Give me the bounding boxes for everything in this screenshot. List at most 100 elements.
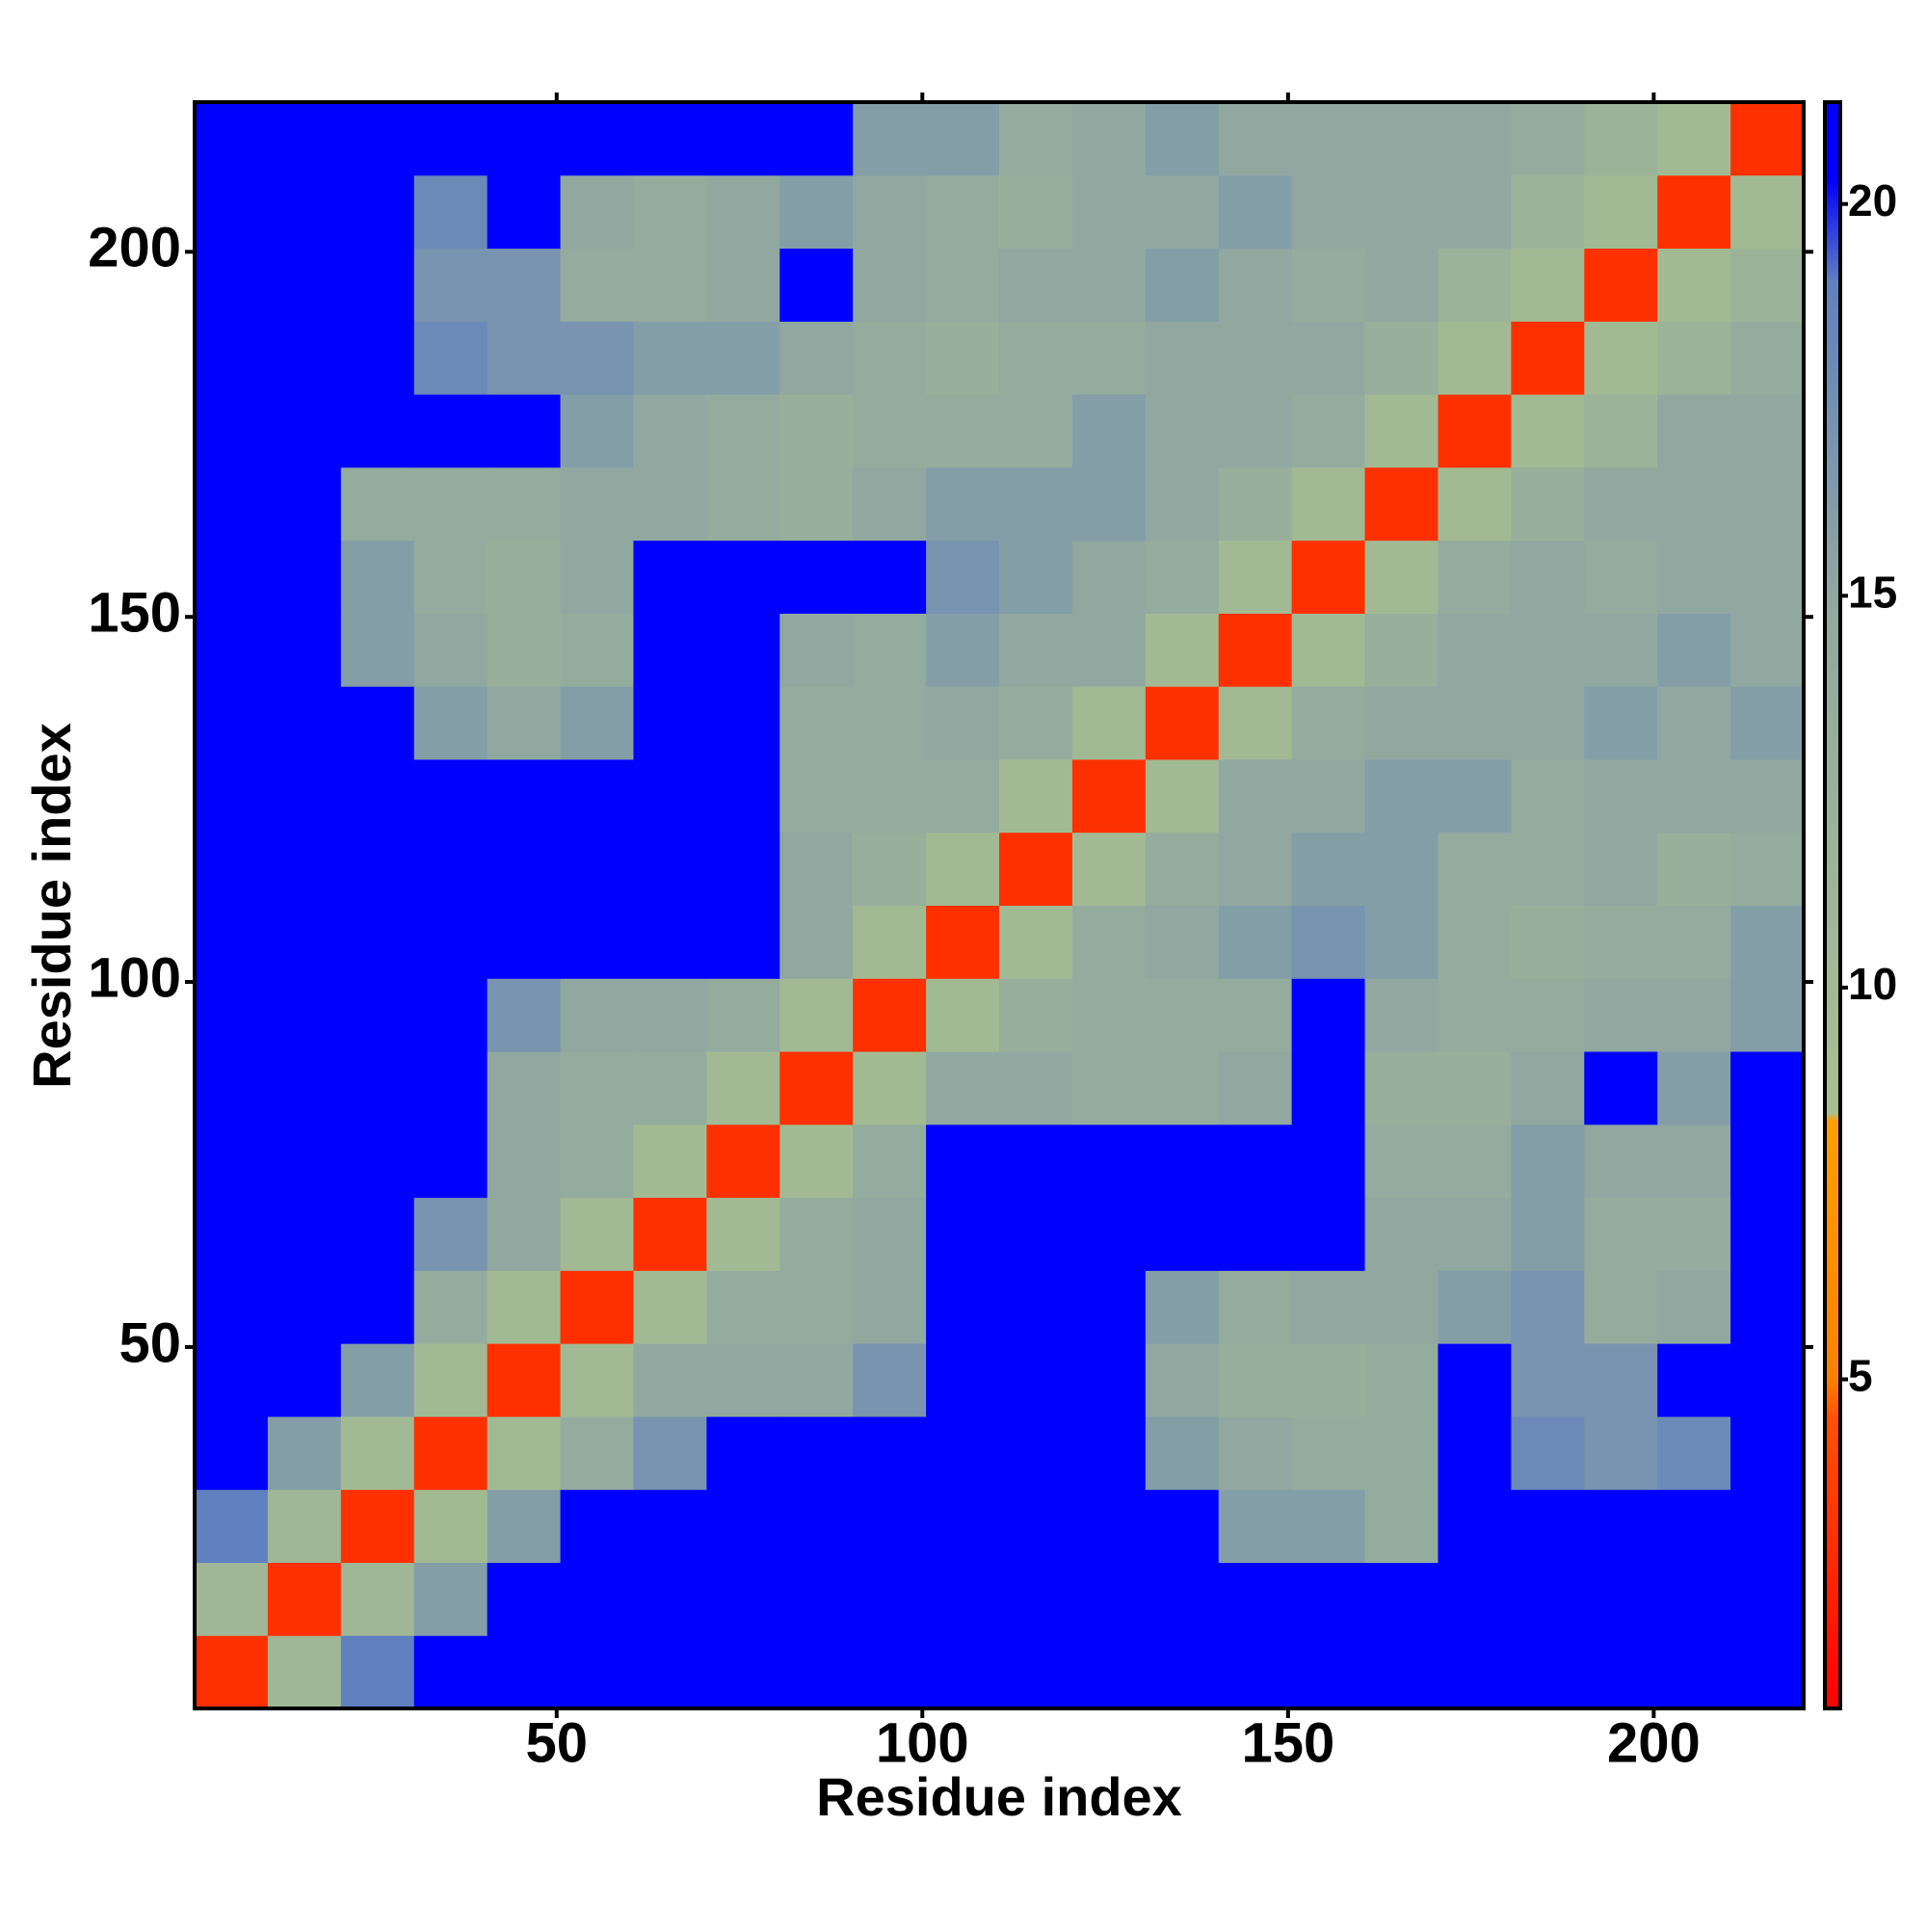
heatmap-cell	[487, 1489, 562, 1563]
heatmap-cell	[779, 832, 854, 906]
heatmap-cell	[926, 758, 1000, 834]
heatmap-cell	[1218, 1635, 1293, 1709]
heatmap-cell	[413, 832, 488, 906]
heatmap-cell	[999, 174, 1073, 250]
heatmap-cell	[926, 1270, 1000, 1344]
heatmap-cell	[1511, 174, 1585, 250]
heatmap-cell	[1218, 758, 1293, 834]
heatmap-cell	[999, 1197, 1073, 1271]
heatmap-cell	[999, 102, 1073, 176]
colorbar-tick-label: 5	[1848, 1351, 1873, 1401]
heatmap-cell	[1291, 613, 1366, 687]
heatmap-cell	[413, 1124, 488, 1199]
heatmap-cell	[195, 613, 269, 687]
heatmap-cell	[999, 466, 1073, 542]
heatmap-cell	[999, 394, 1073, 468]
heatmap-cell	[1218, 613, 1293, 687]
heatmap-cell	[340, 102, 415, 176]
heatmap-cell	[926, 1343, 1000, 1417]
heatmap-cell	[1364, 540, 1439, 614]
heatmap-cell	[999, 1124, 1073, 1199]
heatmap-cell	[1071, 686, 1147, 760]
heatmap-cell	[779, 394, 854, 468]
heatmap-cell	[779, 1197, 854, 1271]
heatmap-cell	[1291, 1270, 1366, 1344]
heatmap-cell	[267, 174, 342, 250]
heatmap-cell	[267, 832, 342, 906]
heatmap-cell	[413, 321, 488, 395]
heatmap-cell	[560, 978, 634, 1052]
heatmap-cell	[1730, 1124, 1805, 1199]
heatmap-cell	[487, 102, 562, 176]
y-tick-label: 100	[88, 946, 181, 1009]
heatmap-cell	[340, 1343, 415, 1417]
heatmap-cell	[1364, 978, 1439, 1052]
heatmap-cell	[926, 102, 1000, 176]
heatmap-cell	[926, 1562, 1000, 1636]
heatmap-cell	[1584, 1489, 1658, 1563]
heatmap-cell	[1145, 1635, 1220, 1709]
heatmap-cell	[926, 1124, 1000, 1199]
heatmap-cell	[1218, 978, 1293, 1052]
heatmap-cell	[1657, 466, 1731, 542]
heatmap-cell	[267, 1343, 342, 1417]
heatmap-cell	[853, 394, 927, 468]
heatmap-cell	[633, 1270, 707, 1344]
heatmap-cell	[1511, 248, 1585, 322]
heatmap-cell	[560, 1343, 634, 1417]
plot-frame	[193, 100, 1806, 1710]
heatmap-cell	[1438, 758, 1512, 834]
heatmap-cell	[999, 1562, 1073, 1636]
heatmap-cell	[413, 1197, 488, 1271]
heatmap-cell	[1438, 174, 1512, 250]
heatmap-cell	[1584, 1416, 1658, 1491]
heatmap-cell	[633, 686, 707, 760]
heatmap-cell	[1584, 1343, 1658, 1417]
heatmap-cell	[1071, 248, 1147, 322]
heatmap-cell	[853, 174, 927, 250]
heatmap-cell	[560, 686, 634, 760]
heatmap-cell	[195, 248, 269, 322]
heatmap-cell	[340, 394, 415, 468]
heatmap-cell	[1291, 1343, 1366, 1417]
heatmap-cell	[1584, 1051, 1658, 1125]
heatmap-cell	[267, 1051, 342, 1125]
heatmap-cell	[1291, 905, 1366, 979]
heatmap-cell	[633, 466, 707, 542]
heatmap-cell	[1730, 1051, 1805, 1125]
heatmap-cell	[560, 613, 634, 687]
heatmap-cell	[1730, 540, 1805, 614]
heatmap-cell	[999, 905, 1073, 979]
y-tick-label: 150	[88, 582, 181, 645]
heatmap-cell	[853, 1416, 927, 1491]
heatmap-cell	[1584, 1197, 1658, 1271]
heatmap-cell	[1511, 1489, 1585, 1563]
heatmap-cell	[1291, 1635, 1366, 1709]
heatmap-cell	[1511, 1635, 1585, 1709]
heatmap-cell	[1584, 905, 1658, 979]
heatmap-cell	[1511, 102, 1585, 176]
heatmap-cell	[926, 1197, 1000, 1271]
heatmap-cell	[1730, 248, 1805, 322]
heatmap-cell	[1071, 1562, 1147, 1636]
heatmap-cell	[340, 1635, 415, 1709]
heatmap-cell	[1218, 832, 1293, 906]
heatmap-cell	[706, 613, 780, 687]
heatmap-cell	[1218, 466, 1293, 542]
heatmap-cell	[560, 1197, 634, 1271]
x-tick-label: 100	[876, 1711, 969, 1774]
heatmap-cell	[1730, 1416, 1805, 1491]
heatmap-cell	[1730, 1343, 1805, 1417]
heatmap-cell	[1511, 613, 1585, 687]
heatmap-cell	[1584, 1270, 1658, 1344]
heatmap-cell	[999, 321, 1073, 395]
heatmap-cell	[1730, 758, 1805, 834]
heatmap-cell	[1584, 466, 1658, 542]
heatmap-cell	[706, 102, 780, 176]
heatmap-cell	[1291, 466, 1366, 542]
heatmap-cell	[1145, 1562, 1220, 1636]
heatmap-cell	[560, 1051, 634, 1125]
heatmap-cell	[1730, 1562, 1805, 1636]
heatmap-cell	[413, 540, 488, 614]
heatmap-cell	[926, 686, 1000, 760]
